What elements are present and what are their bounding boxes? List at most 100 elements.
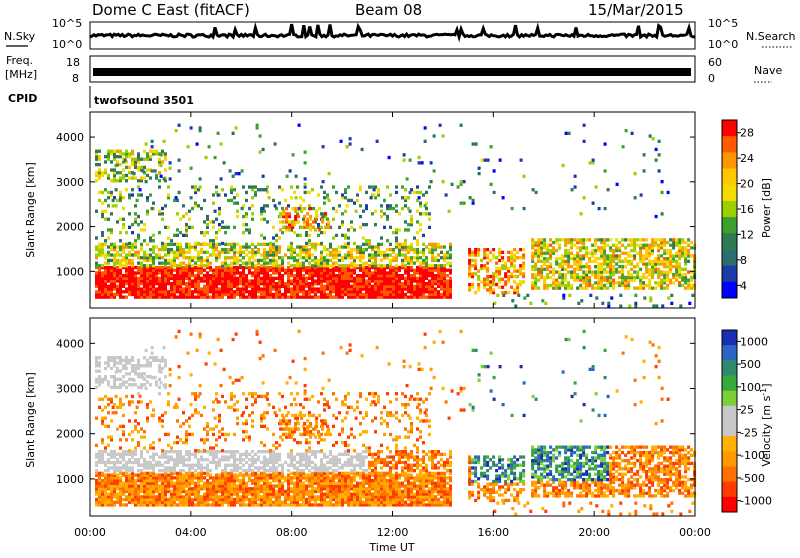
power-cell — [251, 248, 254, 251]
power-cell — [259, 134, 262, 137]
power-cell — [146, 210, 149, 213]
power-cell — [416, 248, 419, 251]
power-cell — [218, 207, 221, 210]
power-cell — [335, 266, 338, 269]
power-cell — [377, 264, 380, 267]
power-cell — [209, 266, 212, 269]
power-cell — [101, 243, 104, 246]
power-cell — [297, 215, 300, 218]
power-cell — [194, 256, 197, 259]
power-cell — [392, 266, 395, 269]
power-cell — [110, 212, 113, 215]
power-cell — [625, 129, 628, 132]
power-cell — [425, 282, 428, 285]
power-cell — [474, 272, 477, 275]
power-cell — [272, 236, 275, 239]
power-cell — [684, 287, 687, 290]
power-cell — [137, 266, 140, 269]
power-cell — [522, 272, 525, 275]
power-cell — [107, 259, 110, 262]
power-cell — [248, 228, 251, 231]
power-cell — [107, 285, 110, 288]
velocity-cell — [170, 490, 173, 493]
power-cell — [179, 231, 182, 234]
power-cell — [628, 304, 631, 307]
power-cell — [208, 145, 211, 148]
power-cell — [306, 218, 309, 221]
power-cell — [232, 132, 235, 135]
power-cell — [627, 252, 630, 255]
power-cell — [160, 175, 163, 178]
power-cell — [263, 248, 266, 251]
power-cell — [507, 291, 510, 294]
power-cell — [416, 277, 419, 280]
power-cell — [356, 264, 359, 267]
power-cell — [648, 279, 651, 282]
power-cell — [631, 132, 634, 135]
power-cell — [221, 262, 224, 265]
power-cell — [404, 239, 407, 242]
power-cell — [609, 246, 612, 249]
power-cell — [125, 174, 128, 177]
power-cell — [687, 238, 690, 241]
power-cell — [262, 175, 265, 178]
power-cell — [570, 238, 573, 241]
power-cell — [579, 284, 582, 287]
power-cell — [380, 243, 383, 246]
velocity-cell — [158, 484, 161, 487]
power-cell — [170, 239, 173, 242]
power-cell — [158, 248, 161, 251]
power-cell — [220, 142, 223, 145]
power-cell — [407, 256, 410, 259]
power-cell — [263, 243, 266, 246]
power-cell — [223, 161, 226, 164]
velocity-cell — [425, 503, 428, 506]
power-cell — [667, 296, 670, 299]
power-cell — [621, 238, 624, 241]
power-cell — [191, 207, 194, 210]
power-cell — [242, 185, 245, 188]
power-cell — [495, 283, 498, 286]
power-cell — [591, 270, 594, 273]
power-cell — [104, 239, 107, 242]
power-cell — [570, 252, 573, 255]
power-cell — [164, 152, 167, 155]
power-cell — [565, 132, 568, 135]
power-cell — [636, 252, 639, 255]
power-cell — [158, 185, 161, 188]
power-cell — [137, 179, 140, 182]
power-cell — [308, 248, 311, 251]
power-cell — [606, 238, 609, 241]
power-cell — [281, 256, 284, 259]
power-cell — [152, 150, 155, 153]
power-cell — [655, 159, 658, 162]
power-cell — [185, 212, 188, 215]
power-cell — [404, 293, 407, 296]
velocity-cell — [272, 501, 275, 504]
power-cell — [410, 274, 413, 277]
power-cell — [173, 274, 176, 277]
power-ytick-label: 3000 — [56, 176, 84, 189]
power-cell — [215, 266, 218, 269]
power-cell — [95, 271, 98, 274]
power-cell — [284, 269, 287, 272]
power-cell — [152, 234, 155, 237]
power-cell — [107, 150, 110, 153]
velocity-cell — [122, 503, 125, 506]
velocity-cell — [425, 490, 428, 493]
power-cell — [645, 238, 648, 241]
power-cell — [152, 256, 155, 259]
power-cell — [424, 140, 427, 143]
velocity-cell — [185, 490, 188, 493]
power-cell — [407, 245, 410, 248]
power-cell — [160, 164, 163, 167]
power-cell — [279, 220, 282, 223]
power-cell — [163, 140, 166, 143]
power-cell — [657, 254, 660, 257]
power-cell — [338, 245, 341, 248]
power-cell — [386, 253, 389, 256]
power-cell — [164, 259, 167, 262]
power-cell — [215, 243, 218, 246]
power-cell — [531, 238, 534, 241]
power-cell — [169, 177, 172, 180]
